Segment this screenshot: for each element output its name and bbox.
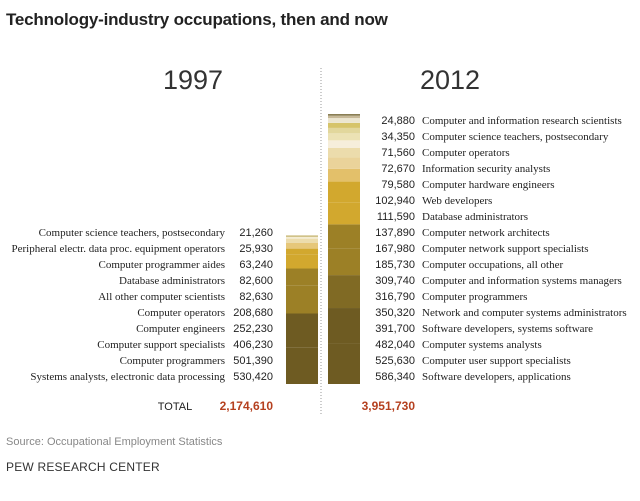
bar-segment-1997-0 bbox=[286, 347, 318, 384]
source-note: Source: Occupational Employment Statisti… bbox=[6, 436, 223, 448]
bar-segment-1997-5 bbox=[286, 248, 318, 255]
category-label-2012-3: Software developers, systems software bbox=[422, 323, 593, 335]
bar-stack-1997 bbox=[286, 235, 318, 384]
value-label-1997-4: 208,680 bbox=[233, 307, 273, 319]
category-label-2012-0: Software developers, applications bbox=[422, 371, 571, 383]
value-label-2012-6: 309,740 bbox=[375, 275, 415, 287]
value-label-2012-9: 137,890 bbox=[375, 227, 415, 239]
year-label-1997: 1997 bbox=[163, 65, 223, 95]
organization-name: PEW RESEARCH CENTER bbox=[6, 460, 160, 474]
bar-segment-1997-7 bbox=[286, 238, 318, 243]
value-label-2012-8: 167,980 bbox=[375, 243, 415, 255]
category-label-1997-3: Computer engineers bbox=[136, 323, 225, 335]
bar-segment-1997-3 bbox=[286, 268, 318, 286]
value-label-2012-1: 525,630 bbox=[375, 355, 415, 367]
bar-segment-2012-6 bbox=[328, 181, 360, 203]
bar-segment-2012-12 bbox=[328, 127, 360, 134]
year-label-2012: 2012 bbox=[420, 65, 480, 95]
category-label-1997-1: Computer programmers bbox=[120, 355, 225, 367]
category-label-1997-7: Computer programmer aides bbox=[99, 259, 225, 271]
category-label-1997-9: Computer science teachers, postsecondary bbox=[39, 227, 226, 239]
bar-segment-2012-14 bbox=[328, 118, 360, 123]
category-label-2012-9: Computer network architects bbox=[422, 227, 550, 239]
value-label-2012-12: 79,580 bbox=[381, 179, 415, 191]
value-label-2012-11: 102,940 bbox=[375, 195, 415, 207]
value-label-2012-2: 482,040 bbox=[375, 339, 415, 351]
category-label-2012-4: Network and computer systems administrat… bbox=[422, 307, 627, 319]
category-label-2012-13: Information security analysts bbox=[422, 163, 550, 175]
bar-segment-2012-2 bbox=[328, 275, 360, 309]
bar-segment-2012-3 bbox=[328, 248, 360, 276]
bar-segment-2012-13 bbox=[328, 122, 360, 128]
bar-segment-2012-5 bbox=[328, 202, 360, 225]
bar-segment-1997-4 bbox=[286, 254, 318, 269]
value-label-2012-3: 391,700 bbox=[375, 323, 415, 335]
value-label-2012-14: 71,560 bbox=[381, 147, 415, 159]
category-label-2012-5: Computer programmers bbox=[422, 291, 527, 303]
total-label: TOTAL bbox=[158, 401, 192, 413]
category-label-2012-1: Computer user support specialists bbox=[422, 355, 571, 367]
value-label-2012-15: 34,350 bbox=[381, 131, 415, 143]
bar-segment-2012-16 bbox=[328, 114, 360, 116]
value-label-1997-9: 21,260 bbox=[239, 227, 273, 239]
stacked-bar-chart: 1997 2012 530,420 Systems analysts, elect… bbox=[12, 65, 627, 415]
bar-segment-1997-8 bbox=[286, 236, 318, 239]
category-label-2012-14: Computer operators bbox=[422, 147, 510, 159]
value-label-2012-5: 316,790 bbox=[375, 291, 415, 303]
bar-segment-2012-11 bbox=[328, 133, 360, 141]
total-value-1997: 2,174,610 bbox=[220, 399, 274, 413]
value-label-1997-7: 63,240 bbox=[239, 259, 273, 271]
value-label-1997-3: 252,230 bbox=[233, 323, 273, 335]
chart-title: Technology-industry occupations, then an… bbox=[6, 10, 388, 29]
category-label-2012-10: Database administrators bbox=[422, 211, 528, 223]
value-label-1997-6: 82,600 bbox=[239, 275, 273, 287]
bar-segment-2012-0 bbox=[328, 343, 360, 384]
value-label-2012-4: 350,320 bbox=[375, 307, 415, 319]
bar-segment-2012-1 bbox=[328, 308, 360, 344]
category-label-1997-8: Peripheral electr. data proc. equipment … bbox=[12, 243, 226, 255]
bar-segment-2012-7 bbox=[328, 168, 360, 182]
value-label-1997-8: 25,930 bbox=[239, 243, 273, 255]
category-label-2012-12: Computer hardware engineers bbox=[422, 179, 555, 191]
bar-segment-1997-2 bbox=[286, 285, 318, 314]
bar-segment-2012-15 bbox=[328, 115, 360, 119]
labels-2012: 586,340 Software developers, applications… bbox=[375, 115, 626, 383]
category-label-2012-2: Computer systems analysts bbox=[422, 339, 542, 351]
category-label-1997-6: Database administrators bbox=[119, 275, 225, 287]
bar-segment-2012-9 bbox=[328, 148, 360, 158]
value-label-2012-10: 111,590 bbox=[377, 211, 415, 223]
bar-segment-2012-4 bbox=[328, 224, 360, 249]
value-label-2012-13: 72,670 bbox=[381, 163, 415, 175]
labels-1997: 530,420 Systems analysts, electronic data… bbox=[12, 227, 274, 383]
category-label-1997-4: Computer operators bbox=[137, 307, 225, 319]
category-label-2012-16: Computer and information research scient… bbox=[422, 115, 622, 127]
value-label-1997-2: 406,230 bbox=[233, 339, 273, 351]
value-label-1997-5: 82,630 bbox=[239, 291, 273, 303]
bar-segment-1997-9 bbox=[286, 235, 318, 237]
value-label-1997-0: 530,420 bbox=[233, 371, 273, 383]
category-label-2012-11: Web developers bbox=[422, 195, 492, 207]
bar-segment-1997-1 bbox=[286, 313, 318, 348]
category-label-1997-2: Computer support specialists bbox=[97, 339, 225, 351]
value-label-2012-7: 185,730 bbox=[375, 259, 415, 271]
value-label-2012-16: 24,880 bbox=[381, 115, 415, 127]
category-label-2012-6: Computer and information systems manager… bbox=[422, 275, 622, 287]
bar-segment-1997-6 bbox=[286, 242, 318, 249]
bar-segment-2012-10 bbox=[328, 140, 360, 148]
category-label-1997-5: All other computer scientists bbox=[98, 291, 225, 303]
bar-stack-2012 bbox=[328, 114, 360, 384]
total-value-2012: 3,951,730 bbox=[362, 399, 416, 413]
category-label-1997-0: Systems analysts, electronic data proces… bbox=[30, 371, 225, 383]
category-label-2012-15: Computer science teachers, postsecondary bbox=[422, 131, 609, 143]
category-label-2012-8: Computer network support specialists bbox=[422, 243, 589, 255]
bar-segment-2012-8 bbox=[328, 157, 360, 169]
value-label-2012-0: 586,340 bbox=[375, 371, 415, 383]
value-label-1997-1: 501,390 bbox=[233, 355, 273, 367]
category-label-2012-7: Computer occupations, all other bbox=[422, 259, 563, 271]
